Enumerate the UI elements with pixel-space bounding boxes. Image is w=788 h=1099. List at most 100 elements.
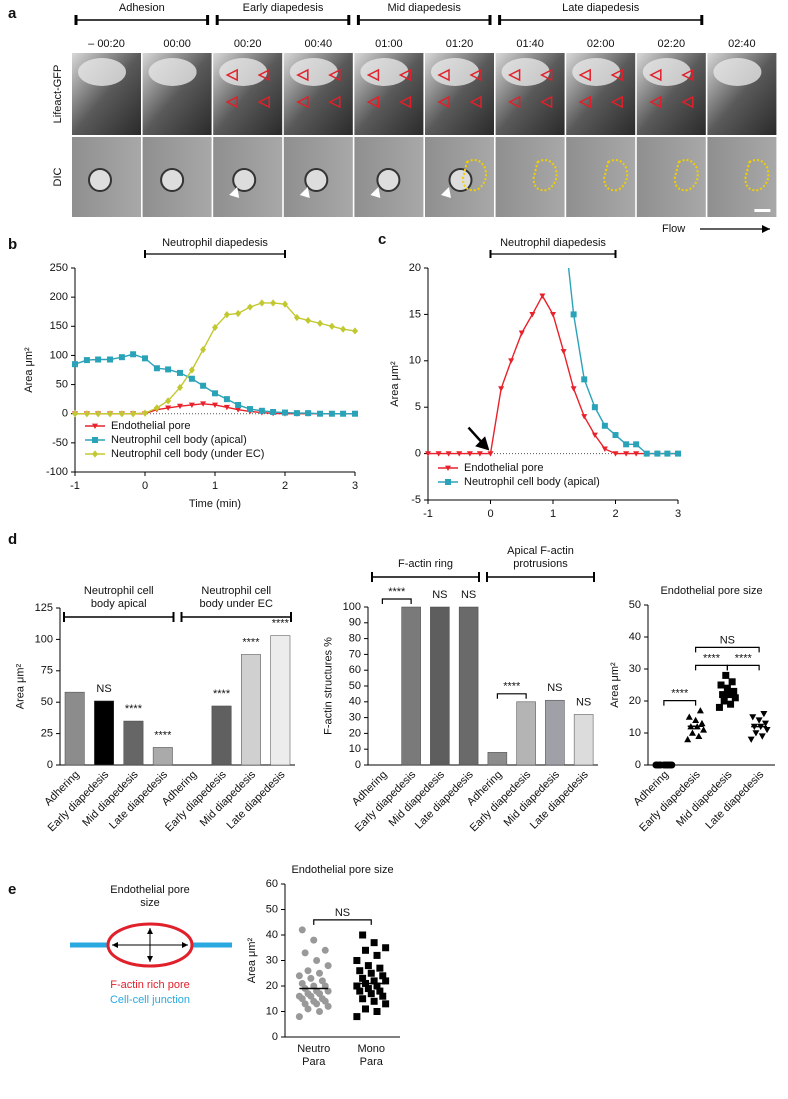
y-tick-label: 10: [629, 727, 641, 739]
y-tick-label: 250: [50, 262, 68, 274]
y-tick-label: 0: [415, 448, 421, 460]
gfp-structure: [289, 58, 338, 86]
significance: NS: [432, 589, 447, 601]
gfp-structure: [572, 58, 621, 86]
legend-label: Endothelial pore: [111, 420, 191, 432]
legend-label: Neutrophil cell body (apical): [111, 434, 247, 446]
x-tick-label: 2: [282, 480, 288, 492]
comparison-label: NS: [335, 907, 350, 919]
point: [324, 987, 332, 995]
series-point: [200, 346, 207, 354]
series-point: [570, 311, 577, 318]
actin-marker: [681, 95, 694, 109]
series-point: [612, 432, 619, 439]
x-tick-label: 3: [352, 480, 358, 492]
bar: [458, 606, 479, 766]
point: [752, 730, 760, 737]
cell-arrowhead: [370, 187, 381, 198]
time-label: 02:00: [587, 38, 615, 50]
panel-label: e: [8, 881, 16, 898]
comparison-label: ****: [671, 688, 689, 700]
point: [301, 949, 309, 957]
series-point: [212, 323, 218, 332]
panel-label: d: [8, 531, 17, 548]
y-tick-label: 50: [41, 696, 53, 708]
bar: [270, 635, 291, 766]
series-point: [529, 312, 536, 318]
series-point: [235, 401, 242, 408]
point: [304, 967, 312, 975]
series-point: [466, 451, 473, 457]
point: [295, 1013, 303, 1021]
y-tick-label: 30: [629, 663, 641, 675]
actin-marker: [649, 68, 662, 82]
series-point: [539, 293, 546, 299]
bar: [94, 700, 115, 766]
point: [356, 987, 364, 995]
series-point: [130, 351, 137, 358]
y-tick-label: 0: [62, 408, 68, 420]
y-tick-label: 50: [349, 680, 361, 692]
point: [719, 691, 727, 699]
y-tick-label: 150: [50, 320, 68, 332]
series-point: [601, 446, 608, 452]
y-tick-label: 70: [349, 648, 361, 660]
actin-marker: [257, 95, 270, 109]
point: [373, 951, 381, 959]
point: [316, 1008, 323, 1015]
dic-image: [636, 137, 706, 217]
x-tick-label: Mid diapedesis: [674, 768, 735, 829]
y-tick-label: 40: [349, 696, 361, 708]
y-tick-label: 20: [266, 980, 278, 992]
time-label: 00:20: [234, 38, 262, 50]
point: [353, 957, 361, 964]
y-axis-label: Area μm²: [609, 662, 621, 708]
series-point: [282, 300, 288, 308]
time-label: 02:20: [658, 38, 686, 50]
y-axis-label: Area μm²: [389, 361, 401, 407]
point: [321, 982, 329, 990]
significance: NS: [461, 589, 476, 601]
series-point: [633, 451, 640, 457]
point: [318, 977, 326, 985]
point: [695, 732, 703, 739]
comparison-label: ****: [735, 652, 753, 664]
actin-marker: [578, 95, 591, 109]
y-tick-label: 5: [415, 401, 421, 413]
series-point: [675, 450, 681, 457]
series-point: [633, 441, 640, 448]
y-tick-label: 25: [41, 728, 53, 740]
bar: [545, 699, 565, 766]
y-tick-label: 90: [349, 617, 361, 629]
comparison-label: ****: [503, 681, 521, 693]
y-tick-label: 20: [349, 727, 361, 739]
actin-marker: [507, 68, 521, 82]
actin-marker: [437, 95, 450, 109]
y-axis-label: Area μm²: [23, 347, 35, 393]
point: [359, 995, 367, 1003]
point: [310, 936, 318, 944]
point: [692, 716, 700, 723]
time-label: 01:20: [446, 38, 474, 50]
point: [313, 957, 321, 964]
actin-marker: [366, 95, 380, 109]
bar: [123, 720, 144, 766]
series-point: [72, 410, 78, 418]
bar: [152, 747, 173, 766]
time-label: 02:40: [728, 38, 756, 50]
series-point: [623, 451, 630, 457]
gfp-structure: [360, 58, 409, 86]
phase-label: Adhesion: [119, 2, 165, 14]
series-point: [212, 402, 218, 408]
gfp-structure: [219, 58, 268, 86]
point: [722, 671, 730, 679]
significance: ****: [272, 618, 290, 630]
time-label: 01:00: [375, 38, 403, 50]
comparison-label: NS: [720, 634, 735, 646]
point: [324, 962, 332, 970]
comparison-label: ****: [388, 586, 406, 598]
series-point: [83, 410, 90, 418]
series-point: [200, 382, 207, 389]
series-point: [539, 5, 545, 11]
time-label: – 00:20: [88, 38, 125, 50]
